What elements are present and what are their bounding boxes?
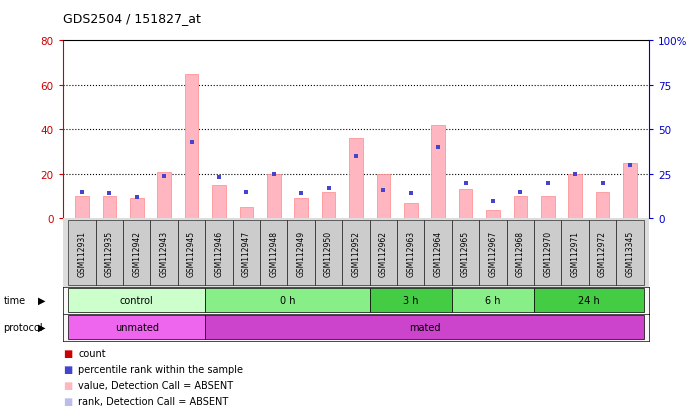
Text: ■: ■ [63,380,72,390]
Bar [267,174,281,219]
FancyBboxPatch shape [616,220,644,286]
Bar [349,139,363,219]
Text: ■: ■ [63,348,72,358]
Text: percentile rank within the sample: percentile rank within the sample [78,364,243,374]
Text: GSM112949: GSM112949 [297,230,306,276]
Text: GSM112971: GSM112971 [571,230,579,276]
Bar [239,208,253,219]
Text: GSM112962: GSM112962 [379,230,388,276]
FancyBboxPatch shape [424,220,452,286]
Bar [157,172,171,219]
FancyBboxPatch shape [151,220,178,286]
Text: GSM112948: GSM112948 [269,230,279,276]
Bar [431,126,445,219]
Text: GSM112967: GSM112967 [489,230,498,276]
FancyBboxPatch shape [205,315,644,339]
FancyBboxPatch shape [68,315,205,339]
Bar [623,164,637,219]
Bar [212,185,226,219]
Text: GSM112963: GSM112963 [406,230,415,276]
FancyBboxPatch shape [370,288,452,313]
FancyBboxPatch shape [205,288,370,313]
FancyBboxPatch shape [370,220,397,286]
Text: 6 h: 6 h [485,295,500,306]
Text: unmated: unmated [114,322,158,332]
FancyBboxPatch shape [315,220,342,286]
Text: GSM112965: GSM112965 [461,230,470,276]
Bar [322,192,336,219]
FancyBboxPatch shape [452,220,480,286]
Text: GSM112946: GSM112946 [214,230,223,276]
FancyBboxPatch shape [589,220,616,286]
Bar [295,199,308,219]
Text: GSM112950: GSM112950 [324,230,333,276]
FancyBboxPatch shape [205,220,232,286]
Bar [595,192,609,219]
Text: GSM112943: GSM112943 [160,230,169,276]
Bar [514,197,527,219]
Bar [103,197,117,219]
Text: rank, Detection Call = ABSENT: rank, Detection Call = ABSENT [78,396,228,406]
FancyBboxPatch shape [342,220,370,286]
Text: control: control [120,295,154,306]
Text: GSM112968: GSM112968 [516,230,525,276]
Text: 24 h: 24 h [578,295,600,306]
FancyBboxPatch shape [452,288,534,313]
Text: ■: ■ [63,364,72,374]
Bar [130,199,144,219]
FancyBboxPatch shape [397,220,424,286]
Text: GSM112931: GSM112931 [77,230,87,276]
Text: ▶: ▶ [38,295,46,306]
Text: protocol: protocol [3,322,43,332]
Text: 3 h: 3 h [403,295,419,306]
FancyBboxPatch shape [178,220,205,286]
Text: GSM112947: GSM112947 [242,230,251,276]
Text: GSM112964: GSM112964 [433,230,443,276]
Text: ■: ■ [63,396,72,406]
Text: ▶: ▶ [38,322,46,332]
FancyBboxPatch shape [96,220,123,286]
FancyBboxPatch shape [68,220,96,286]
FancyBboxPatch shape [480,220,507,286]
Bar [376,174,390,219]
FancyBboxPatch shape [561,220,589,286]
Bar [459,190,473,219]
FancyBboxPatch shape [534,220,561,286]
Text: mated: mated [409,322,440,332]
FancyBboxPatch shape [68,288,205,313]
Text: GSM112942: GSM112942 [133,230,141,276]
Text: time: time [3,295,26,306]
Bar [541,197,555,219]
FancyBboxPatch shape [288,220,315,286]
FancyBboxPatch shape [534,288,644,313]
Bar [185,75,198,219]
Text: GDS2504 / 151827_at: GDS2504 / 151827_at [63,12,201,25]
Text: GSM112972: GSM112972 [598,230,607,276]
FancyBboxPatch shape [232,220,260,286]
Text: 0 h: 0 h [280,295,295,306]
Text: GSM112935: GSM112935 [105,230,114,276]
Text: value, Detection Call = ABSENT: value, Detection Call = ABSENT [78,380,233,390]
Bar [486,210,500,219]
Bar [568,174,582,219]
Text: GSM112952: GSM112952 [352,230,360,276]
FancyBboxPatch shape [507,220,534,286]
Bar [404,203,417,219]
Text: count: count [78,348,106,358]
Text: GSM112945: GSM112945 [187,230,196,276]
Text: GSM113345: GSM113345 [625,230,634,276]
FancyBboxPatch shape [123,220,151,286]
Text: GSM112970: GSM112970 [543,230,552,276]
FancyBboxPatch shape [260,220,288,286]
Bar [75,197,89,219]
